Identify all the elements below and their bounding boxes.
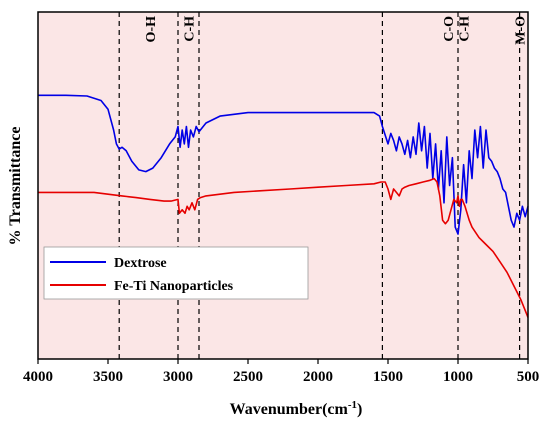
legend: Dextrose Fe-Ti Nanoparticles: [43, 246, 309, 300]
plot-frame: [37, 11, 529, 360]
band-label: C-H: [183, 16, 198, 42]
x-tick-label: 3500: [93, 369, 123, 385]
band-label: O-H: [144, 16, 159, 43]
x-axis-title-sup: -1: [348, 399, 357, 411]
band-label: C-H: [458, 16, 473, 42]
plot-area: [38, 12, 528, 359]
x-tick-label: 500: [517, 369, 540, 385]
legend-box: [43, 246, 309, 300]
x-tick-label: 3000: [163, 369, 193, 385]
band-label: M-O: [514, 16, 529, 45]
y-axis-title: % Transmittance: [7, 127, 24, 246]
series-line-dextrose: [38, 94, 529, 235]
x-tick-label: 1500: [373, 369, 403, 385]
band-label: C-O: [442, 16, 457, 42]
x-axis-title-end: ): [357, 401, 362, 418]
x-tick-label: 2000: [303, 369, 333, 385]
x-axis-title-main: Wavenumber(cm: [230, 401, 349, 418]
x-tick-label: 2500: [233, 369, 263, 385]
x-axis-title: Wavenumber(cm-1): [230, 399, 363, 418]
x-tick-label: 1000: [443, 369, 473, 385]
legend-label-fe-ti: Fe-Ti Nanoparticles: [114, 279, 234, 294]
legend-label-dextrose: Dextrose: [114, 256, 167, 271]
x-tick-label: 4000: [23, 369, 53, 385]
series-line-fe-ti-nanoparticles: [38, 177, 529, 318]
